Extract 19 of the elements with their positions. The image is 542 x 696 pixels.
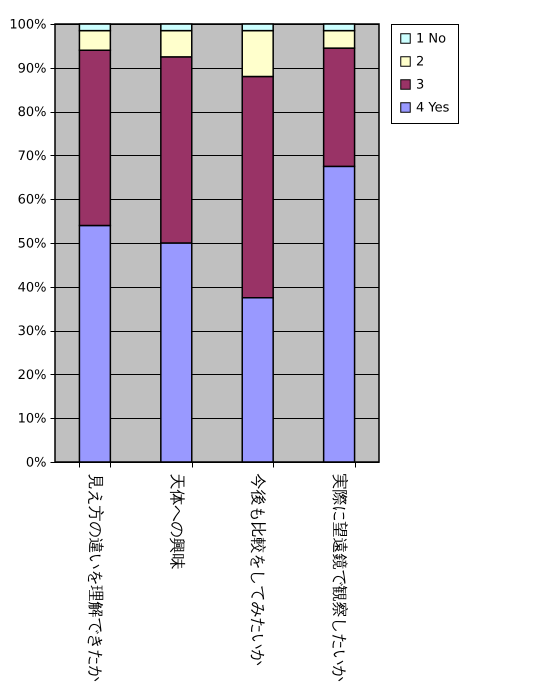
legend-label: 2 bbox=[416, 54, 424, 70]
y-tick-label: 80% bbox=[18, 105, 46, 120]
y-tick-label: 100% bbox=[9, 18, 46, 32]
x-tick-label: 見え方の違いを理解できたか bbox=[86, 474, 106, 682]
legend-label: 1 No bbox=[416, 32, 446, 46]
y-tick-label: 90% bbox=[18, 61, 46, 76]
y-tick-label: 70% bbox=[18, 148, 46, 164]
x-tick-label: 天体への興味 bbox=[168, 474, 187, 570]
legend-label: 4 Yes bbox=[416, 100, 450, 116]
y-tick-label: 10% bbox=[18, 412, 46, 427]
x-tick-label: 今後も比較をしてみたいか bbox=[249, 474, 268, 666]
y-tick-label: 60% bbox=[18, 192, 46, 208]
y-tick-label: 20% bbox=[18, 368, 46, 383]
x-tick-label: 実際に望遠鏡で観察したいか bbox=[330, 474, 350, 682]
y-tick-label: 0% bbox=[26, 456, 46, 470]
y-tick-label: 30% bbox=[18, 324, 46, 340]
y-tick-label: 50% bbox=[18, 236, 46, 252]
legend-label: 3 bbox=[416, 78, 424, 92]
y-tick-label: 40% bbox=[18, 280, 46, 296]
